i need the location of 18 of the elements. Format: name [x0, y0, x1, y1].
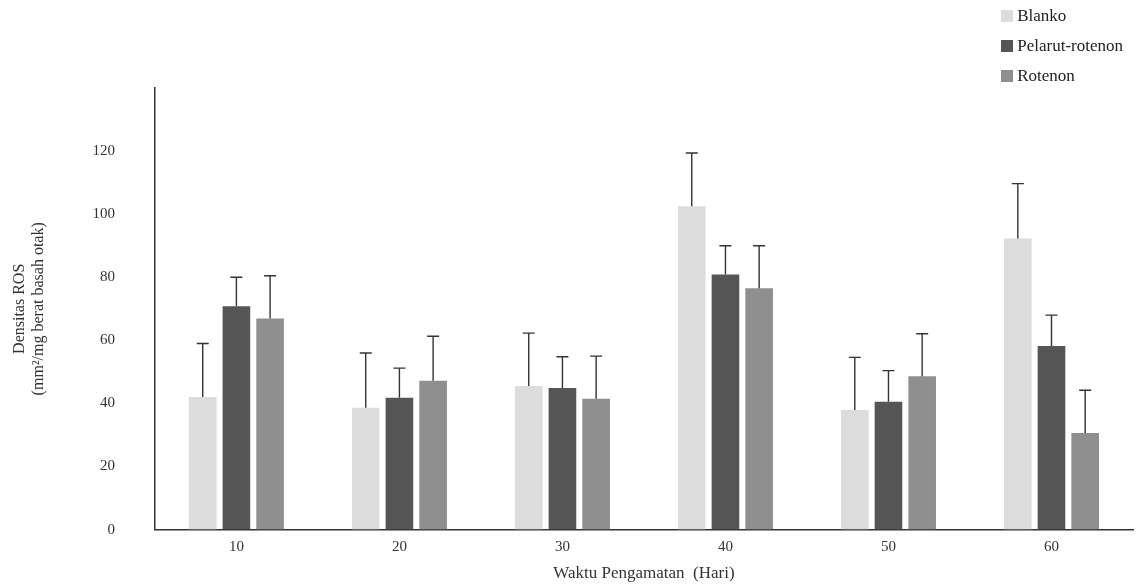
y-tick-label: 120 [92, 142, 115, 159]
legend-label: Rotenon [1017, 66, 1075, 86]
x-tick-label: 60 [1043, 537, 1059, 554]
y-tick-label: 60 [99, 331, 115, 348]
y-axis-title: Densitas ROS (mm²/mg berat basah otak) [9, 222, 47, 396]
y-tick-label: 40 [99, 394, 115, 411]
y-tick-label: 20 [99, 457, 115, 474]
legend-label: Pelarut-rotenon [1017, 36, 1123, 56]
legend-label: Blanko [1017, 6, 1067, 26]
x-axis-title: Waktu Pengamatan (Hari) [553, 563, 735, 583]
x-tick-label: 10 [228, 537, 244, 554]
y-tick-label: 100 [92, 205, 115, 222]
x-tick-label: 20 [391, 537, 407, 554]
x-tick-label: 30 [554, 537, 570, 554]
y-tick-label: 80 [99, 268, 115, 285]
x-tick-label: 40 [717, 537, 733, 554]
x-tick-label: 50 [880, 537, 896, 554]
y-tick-label: 0 [107, 520, 115, 537]
